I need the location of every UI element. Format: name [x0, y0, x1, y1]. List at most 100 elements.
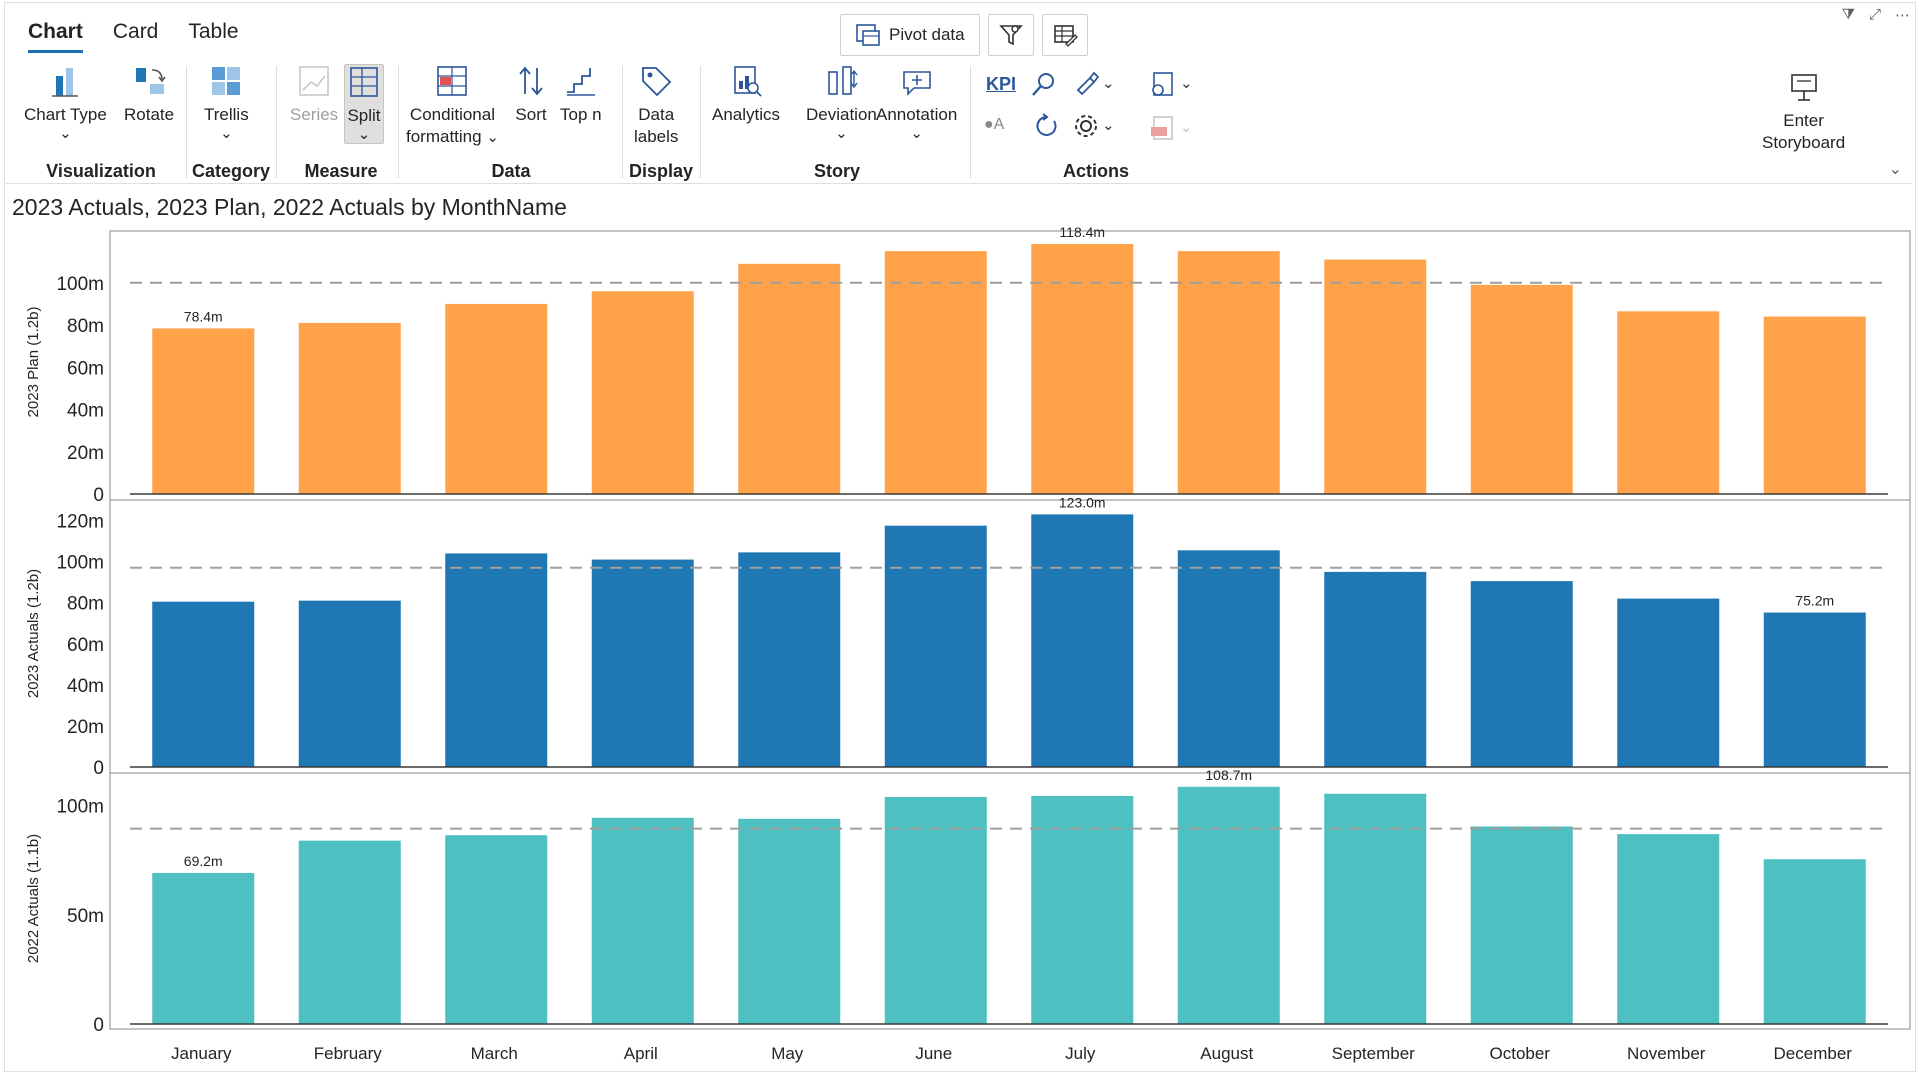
- x-tick-label: August: [1200, 1044, 1253, 1063]
- table-edit-button[interactable]: [1041, 14, 1088, 56]
- tab-table[interactable]: Table: [188, 20, 239, 43]
- bar: [152, 328, 255, 494]
- chart-type-label: Chart Type: [24, 105, 107, 124]
- y-axis-label: 2023 Actuals (1.2b): [25, 569, 42, 698]
- bar: [445, 553, 548, 767]
- group-actions: KPI ⌄ ●A ⌄ ⌄ ⌄ Actions: [972, 60, 1220, 182]
- series-label: Series: [290, 105, 339, 124]
- ribbon-divider: [622, 66, 623, 178]
- collapse-ribbon-icon[interactable]: ⌄: [1888, 161, 1902, 178]
- annotation-button[interactable]: Annotation ⌄: [876, 64, 957, 142]
- top-n-icon: [566, 68, 595, 96]
- export-button[interactable]: ⌄: [1148, 70, 1193, 98]
- search-button[interactable]: [1030, 70, 1058, 98]
- group-visualization: Chart Type ⌄ Rotate Visualization: [16, 60, 186, 182]
- x-tick-label: July: [1065, 1044, 1096, 1063]
- group-label-data: Data: [491, 161, 531, 181]
- split-label: Split: [347, 106, 381, 125]
- format-brush-button[interactable]: ⌄: [1072, 70, 1115, 98]
- pivot-data-button[interactable]: Pivot data: [840, 14, 980, 56]
- tag-icon: [642, 67, 672, 97]
- group-label-category: Category: [191, 161, 271, 181]
- chevron-down-icon: ⌄: [1102, 117, 1115, 134]
- bar: [884, 251, 987, 494]
- group-label-actions: Actions: [1062, 161, 1129, 181]
- x-tick-label: May: [771, 1044, 804, 1063]
- y-tick-label: 80m: [67, 594, 104, 615]
- pivot-icon: [856, 24, 880, 46]
- top-n-button[interactable]: Top n: [560, 64, 602, 126]
- bar: [738, 263, 841, 494]
- filter-pin-button[interactable]: [987, 14, 1034, 56]
- bar: [1617, 834, 1720, 1024]
- y-tick-label: 40m: [67, 676, 104, 697]
- tab-card[interactable]: Card: [112, 20, 159, 43]
- bar: [1031, 795, 1134, 1024]
- conditional-formatting-icon: [437, 66, 468, 96]
- storyboard-label-line2: Storyboard: [1762, 133, 1846, 152]
- bar: [738, 818, 841, 1024]
- bar: [1470, 581, 1573, 767]
- x-tick-label: February: [314, 1044, 383, 1063]
- rotate-button[interactable]: Rotate: [124, 64, 174, 126]
- sort-button[interactable]: Sort: [514, 64, 548, 126]
- settings-button[interactable]: ⌄: [1072, 112, 1115, 140]
- x-tick-label: January: [171, 1044, 232, 1063]
- sort-icon: [519, 66, 543, 96]
- bar: [738, 552, 841, 767]
- reset-button[interactable]: [1032, 112, 1060, 140]
- bar: [884, 797, 987, 1024]
- top-toolbar: Pivot data: [840, 14, 1088, 56]
- pdf-export-button[interactable]: ⌄: [1148, 114, 1193, 142]
- y-tick-label: 60m: [67, 635, 104, 656]
- annotation-icon: [902, 71, 931, 96]
- paint-brush-icon: [1076, 71, 1100, 96]
- conditional-formatting-button[interactable]: Conditional formatting ⌄: [406, 64, 499, 148]
- bar: [1177, 786, 1280, 1024]
- x-tick-label: October: [1490, 1044, 1551, 1063]
- split-icon: [350, 67, 378, 97]
- ribbon-divider: [276, 66, 277, 178]
- y-tick-label: 0: [93, 758, 104, 779]
- annotation-label: Annotation: [876, 105, 958, 124]
- y-tick-label: 40m: [67, 401, 104, 422]
- kpi-button[interactable]: KPI: [986, 74, 1017, 94]
- legend-toggle-button[interactable]: ●A: [984, 116, 1004, 134]
- bar: [591, 291, 694, 494]
- filter-icon[interactable]: ⧩: [1841, 6, 1855, 23]
- analytics-label: Analytics: [712, 105, 781, 124]
- bar: [1324, 571, 1427, 767]
- data-labels-button[interactable]: Data labels: [634, 64, 678, 148]
- bar: [1470, 284, 1573, 494]
- ribbon: Chart Type ⌄ Rotate Visualization Trelli…: [6, 56, 1912, 184]
- focus-mode-icon[interactable]: ⤢: [1868, 6, 1881, 23]
- analytics-button[interactable]: Analytics: [712, 64, 780, 126]
- bar: [1763, 859, 1866, 1024]
- chevron-down-icon: ⌄: [1180, 75, 1193, 92]
- group-label-measure: Measure: [304, 161, 378, 181]
- y-tick-label: 50m: [67, 906, 104, 927]
- trellis-icon: [212, 67, 241, 95]
- y-tick-label: 0: [93, 485, 104, 506]
- split-button[interactable]: Split ⌄: [344, 64, 384, 144]
- view-tabs: Chart Card Table: [28, 20, 239, 53]
- series-button[interactable]: Series: [290, 64, 338, 126]
- chart-type-button[interactable]: Chart Type ⌄: [24, 64, 107, 142]
- group-data: Conditional formatting ⌄ Sort Top n Data: [402, 60, 620, 182]
- trellis-button[interactable]: Trellis ⌄: [204, 64, 249, 142]
- bar: [152, 872, 255, 1024]
- more-options-icon[interactable]: ⋯: [1895, 7, 1910, 24]
- analytics-icon: [734, 66, 762, 97]
- tab-chart[interactable]: Chart: [28, 20, 83, 53]
- bar: [1617, 311, 1720, 494]
- bar: [1177, 251, 1280, 494]
- chevron-down-icon: ⌄: [910, 125, 923, 142]
- visual-header-tools: ⧩ ⤢ ⋯: [1842, 6, 1910, 24]
- bar: [1617, 598, 1720, 767]
- chevron-down-icon: ⌄: [1102, 75, 1115, 92]
- deviation-button[interactable]: Deviation ⌄: [806, 64, 877, 142]
- enter-storyboard-button[interactable]: Enter Storyboard: [1762, 70, 1845, 154]
- y-tick-label: 100m: [56, 797, 104, 818]
- bar: [884, 525, 987, 767]
